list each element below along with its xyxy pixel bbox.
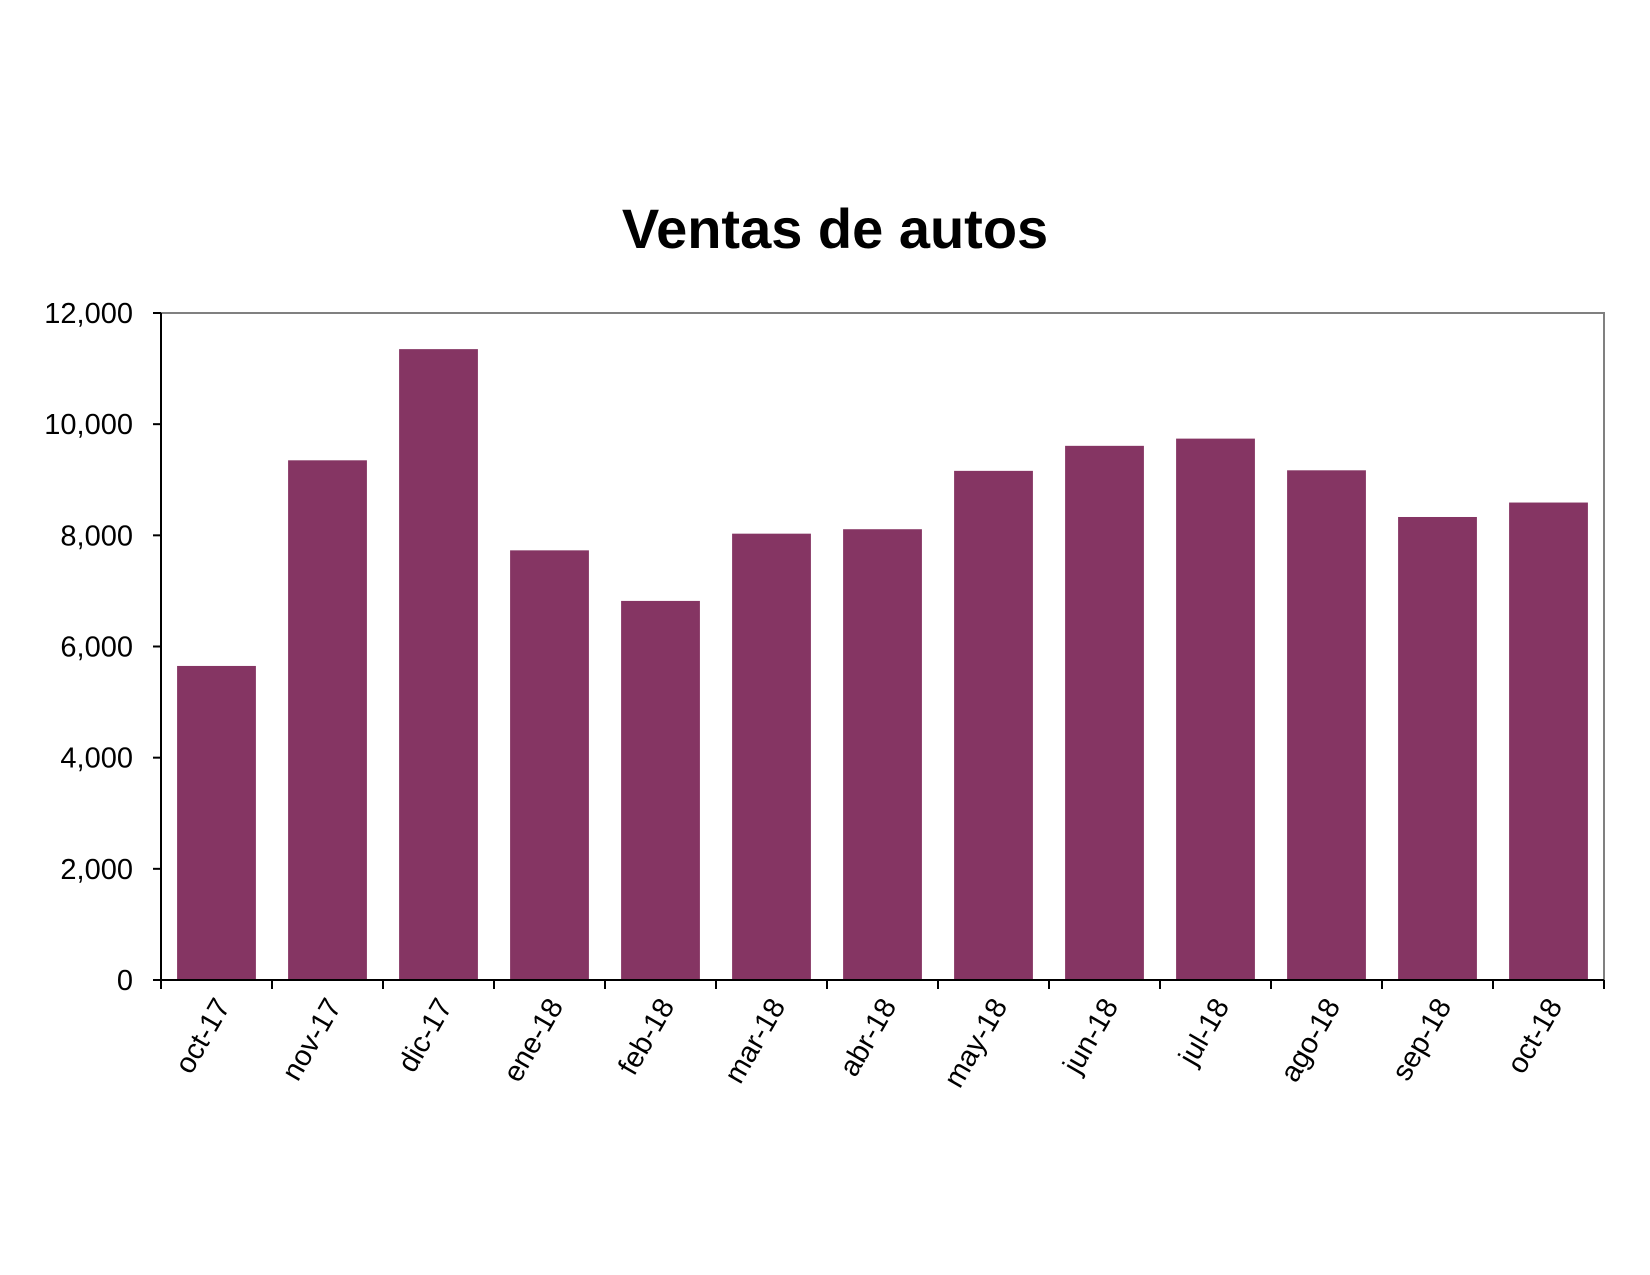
x-tick-label: mar-18 — [719, 993, 793, 1089]
bar-ene-18 — [510, 550, 589, 980]
bar-jul-18 — [1176, 438, 1255, 980]
y-tick-label: 0 — [117, 965, 133, 997]
bar-nov-17 — [288, 460, 367, 980]
y-tick-label: 6,000 — [60, 632, 133, 664]
x-tick-label: nov-17 — [276, 993, 348, 1086]
x-tick-label: may-18 — [938, 993, 1014, 1093]
x-tick-label: oct-17 — [169, 993, 237, 1079]
bar-abr-18 — [843, 529, 922, 980]
bar-ago-18 — [1287, 470, 1366, 980]
bar-dic-17 — [399, 349, 478, 980]
y-tick-label: 12,000 — [44, 298, 133, 330]
x-tick-label: oct-18 — [1501, 993, 1569, 1079]
chart-title: Ventas de autos — [622, 197, 1048, 260]
x-tick-label: feb-18 — [612, 993, 681, 1080]
y-tick-label: 8,000 — [60, 520, 133, 552]
x-tick-label: ene-18 — [497, 993, 570, 1087]
bar-mar-18 — [732, 533, 811, 980]
bar-oct-18 — [1509, 502, 1588, 980]
bar-oct-17 — [177, 665, 256, 980]
bar-jun-18 — [1065, 445, 1144, 981]
x-tick-label: dic-17 — [392, 993, 459, 1077]
y-tick-label: 2,000 — [60, 854, 133, 886]
x-tick-label: jul-18 — [1173, 993, 1237, 1071]
bars-layer — [177, 349, 1588, 981]
x-tick-label: ago-18 — [1274, 993, 1347, 1087]
y-tick-label: 4,000 — [60, 743, 133, 775]
bar-sep-18 — [1398, 516, 1477, 980]
x-tick-label: abr-18 — [834, 993, 904, 1082]
x-tick-label: sep-18 — [1386, 993, 1458, 1086]
y-tick-label: 10,000 — [44, 409, 133, 441]
axes-layer: 0 2,000 4,000 6,000 8,000 10,000 12,000 oct-17 n… — [44, 298, 1605, 1093]
bar-may-18 — [954, 470, 1033, 980]
bar-feb-18 — [621, 600, 700, 980]
x-tick-label: jun-18 — [1057, 993, 1126, 1080]
